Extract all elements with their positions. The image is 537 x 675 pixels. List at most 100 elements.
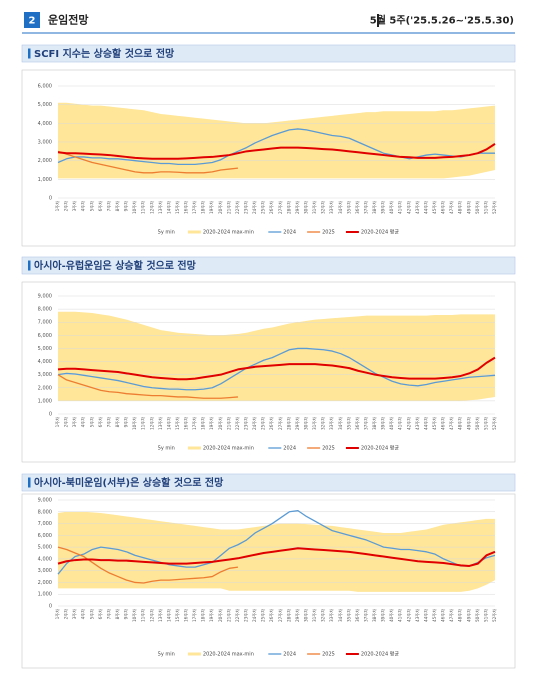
- y-tick-label: 8,000: [38, 307, 52, 313]
- band-area: [58, 102, 495, 179]
- y-tick-label: 0: [49, 196, 52, 202]
- x-tick-label: 2주차: [63, 609, 70, 620]
- section-title: 운임전망: [48, 13, 88, 27]
- series-line: [57, 128, 495, 166]
- y-tick-label: 6,000: [38, 84, 52, 90]
- x-tick-label: 3주차: [71, 201, 78, 212]
- x-tick-label: 13주차: [157, 609, 164, 622]
- x-tick-label: 35주차: [345, 609, 352, 622]
- x-tick-label: 33주차: [328, 609, 335, 622]
- x-tick-label: 18주차: [200, 417, 207, 430]
- section-marker: [28, 260, 31, 271]
- legend-label: 2020-2024 max-min: [203, 446, 254, 452]
- x-tick-label: 1주차: [54, 201, 61, 212]
- series-line: [57, 547, 496, 567]
- x-tick-label: 2주차: [63, 201, 70, 212]
- x-tick-label: 52주차: [491, 609, 498, 622]
- section-number-box: [24, 12, 40, 28]
- legend-swatch: [187, 230, 201, 234]
- legend-label: 2025: [322, 652, 335, 658]
- x-tick-label: 1주차: [54, 609, 61, 620]
- x-tick-label: 50주차: [474, 609, 481, 622]
- x-tick-label: 36주차: [354, 609, 361, 622]
- y-tick-label: 3,000: [38, 372, 52, 378]
- x-tick-label: 51주차: [482, 609, 489, 622]
- x-tick-label: 28주차: [285, 201, 292, 214]
- y-tick-label: 0: [49, 412, 52, 418]
- y-tick-label: 6,000: [38, 333, 52, 339]
- x-tick-label: 23주차: [243, 201, 250, 214]
- legend-label: 5y min: [158, 446, 175, 452]
- x-tick-label: 8주차: [114, 609, 121, 620]
- x-tick-label: 44주차: [422, 201, 429, 214]
- y-tick-label: 9,000: [38, 294, 52, 300]
- series-line: [57, 509, 496, 575]
- x-tick-label: 43주차: [414, 201, 421, 214]
- x-tick-label: 49주차: [465, 417, 472, 430]
- x-tick-label: 24주차: [251, 609, 258, 622]
- y-tick-label: 7,000: [38, 320, 52, 326]
- y-tick-label: 6,000: [38, 533, 52, 539]
- x-tick-label: 12주차: [148, 609, 155, 622]
- chart-frame: [21, 69, 516, 247]
- y-tick-label: 2,000: [38, 580, 52, 586]
- x-tick-label: 49주차: [465, 201, 472, 214]
- x-tick-label: 1주차: [54, 417, 61, 428]
- x-tick-label: 29주차: [294, 609, 301, 622]
- x-tick-label: 38주차: [371, 609, 378, 622]
- x-tick-label: 18주차: [200, 201, 207, 214]
- legend-label: 5y min: [158, 230, 175, 236]
- x-tick-label: 21주차: [225, 609, 232, 622]
- series-line: [57, 347, 496, 391]
- x-tick-label: 4주차: [80, 201, 87, 212]
- section-heading: 아시아-북미운임(서부)은 상승할 것으로 전망: [34, 476, 224, 489]
- y-tick-label: 3,000: [38, 140, 52, 146]
- x-tick-label: 34주차: [337, 417, 344, 430]
- x-tick-label: 51주차: [482, 201, 489, 214]
- band-area: [58, 170, 495, 198]
- x-tick-label: 17주차: [191, 201, 198, 214]
- x-tick-label: 25주차: [260, 417, 267, 430]
- x-tick-label: 8주차: [114, 201, 121, 212]
- legend-label: 2020-2024 평균: [361, 651, 399, 658]
- x-tick-label: 23주차: [243, 609, 250, 622]
- x-tick-label: 7주차: [105, 417, 112, 428]
- x-tick-label: 3주차: [71, 609, 78, 620]
- x-tick-label: 52주차: [491, 417, 498, 430]
- x-tick-label: 14주차: [165, 609, 172, 622]
- y-tick-label: 2,000: [38, 158, 52, 164]
- x-tick-label: 40주차: [388, 417, 395, 430]
- legend-swatch: [187, 446, 201, 450]
- legend-label: 2020-2024 평균: [361, 229, 399, 236]
- x-tick-label: 19주차: [208, 201, 215, 214]
- legend-label: 2020-2024 max-min: [203, 652, 254, 658]
- x-tick-label: 6주차: [97, 201, 104, 212]
- x-tick-label: 36주차: [354, 201, 361, 214]
- x-tick-label: 27주차: [277, 417, 284, 430]
- x-tick-label: 46주차: [440, 417, 447, 430]
- section-bar: [21, 473, 516, 492]
- x-tick-label: 39주차: [380, 609, 387, 622]
- x-tick-label: 16주차: [183, 417, 190, 430]
- series-line: [57, 374, 238, 399]
- band-area: [58, 580, 495, 606]
- chart-frame: [21, 493, 516, 669]
- x-tick-label: 28주차: [285, 609, 292, 622]
- x-tick-label: 25주차: [260, 201, 267, 214]
- x-tick-label: 12주차: [148, 417, 155, 430]
- section-marker: [28, 477, 31, 488]
- x-tick-label: 18주차: [200, 609, 207, 622]
- y-tick-label: 4,000: [38, 121, 52, 127]
- x-tick-label: 9주차: [123, 201, 130, 212]
- legend-label: 2020-2024 max-min: [203, 230, 254, 236]
- x-tick-label: 47주차: [448, 609, 455, 622]
- y-tick-label: 1,000: [38, 177, 52, 183]
- x-tick-label: 26주차: [268, 201, 275, 214]
- legend-label: 2025: [322, 230, 335, 236]
- x-tick-label: 32주차: [320, 201, 327, 214]
- x-tick-label: 4주차: [80, 417, 87, 428]
- x-tick-label: 43주차: [414, 609, 421, 622]
- legend-label: 2024: [283, 446, 296, 452]
- x-tick-label: 16주차: [183, 201, 190, 214]
- x-tick-label: 24주차: [251, 417, 258, 430]
